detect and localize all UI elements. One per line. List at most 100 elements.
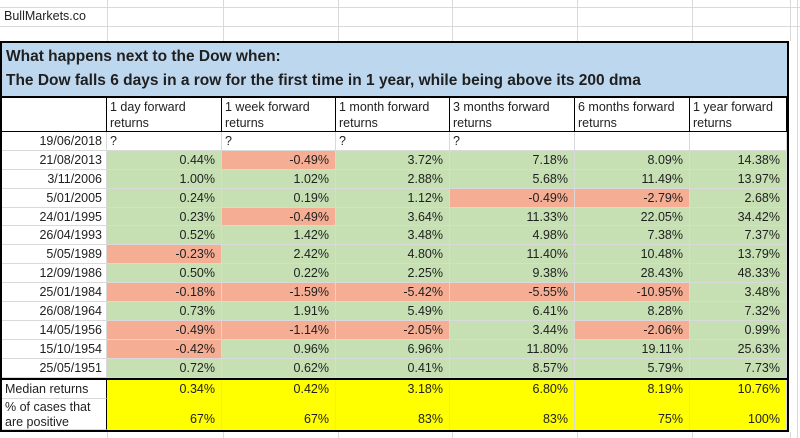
value-cell[interactable]: 13.97% <box>690 169 787 189</box>
value-cell[interactable]: 2.88% <box>336 169 450 189</box>
summary-label[interactable]: Median returns <box>2 379 107 399</box>
value-cell[interactable]: 7.38% <box>575 226 690 246</box>
value-cell[interactable]: 7.37% <box>690 226 787 246</box>
value-cell[interactable]: 5.68% <box>450 169 575 189</box>
value-cell[interactable]: 22.05% <box>575 207 690 227</box>
value-cell[interactable]: 8.09% <box>575 150 690 170</box>
value-cell[interactable]: -0.49% <box>222 207 336 227</box>
value-cell[interactable]: 1.12% <box>336 188 450 208</box>
value-cell[interactable]: 1.02% <box>222 169 336 189</box>
value-cell[interactable]: 0.62% <box>222 358 336 378</box>
value-cell[interactable]: 28.43% <box>575 264 690 284</box>
date-cell[interactable]: 5/05/1989 <box>2 245 107 265</box>
summary-value-cell[interactable]: 83% <box>450 398 575 430</box>
column-header[interactable]: 1 week forward returns <box>222 98 336 132</box>
value-cell[interactable]: 6.96% <box>336 339 450 359</box>
date-cell[interactable]: 24/01/1995 <box>2 207 107 227</box>
value-cell[interactable]: 0.99% <box>690 320 787 340</box>
value-cell[interactable]: 4.98% <box>450 226 575 246</box>
value-cell[interactable]: 5.49% <box>336 302 450 321</box>
value-cell[interactable]: -1.14% <box>222 320 336 340</box>
value-cell[interactable]: -0.23% <box>107 245 222 265</box>
date-cell[interactable]: 14/05/1956 <box>2 320 107 340</box>
value-cell[interactable]: 2.42% <box>222 245 336 265</box>
value-cell[interactable]: 0.44% <box>107 150 222 170</box>
value-cell[interactable]: -10.95% <box>575 283 690 303</box>
value-cell[interactable]: 0.19% <box>222 188 336 208</box>
value-cell[interactable]: 0.41% <box>336 358 450 378</box>
brand-label[interactable]: BullMarkets.co <box>4 9 86 23</box>
value-cell[interactable]: 14.38% <box>690 150 787 170</box>
value-cell[interactable]: 8.57% <box>450 358 575 378</box>
value-cell[interactable]: 1.91% <box>222 302 336 321</box>
value-cell[interactable]: 0.22% <box>222 264 336 284</box>
value-cell[interactable]: 11.33% <box>450 207 575 227</box>
value-cell[interactable]: 4.80% <box>336 245 450 265</box>
value-cell[interactable]: 19.11% <box>575 339 690 359</box>
value-cell[interactable]: -0.49% <box>222 150 336 170</box>
summary-value-cell[interactable]: 3.18% <box>336 379 450 399</box>
value-cell[interactable]: 0.96% <box>222 339 336 359</box>
value-cell[interactable]: -0.49% <box>450 188 575 208</box>
column-header[interactable]: 3 months forward returns <box>450 98 575 132</box>
value-cell[interactable]: 2.25% <box>336 264 450 284</box>
value-cell[interactable]: 0.52% <box>107 226 222 246</box>
value-cell[interactable]: -5.42% <box>336 283 450 303</box>
value-cell[interactable]: 8.28% <box>575 302 690 321</box>
value-cell[interactable]: 11.40% <box>450 245 575 265</box>
date-cell[interactable]: 26/04/1993 <box>2 226 107 246</box>
date-cell[interactable]: 26/08/1964 <box>2 302 107 321</box>
value-cell[interactable]: 3.64% <box>336 207 450 227</box>
value-cell[interactable]: ? <box>336 132 450 151</box>
value-cell[interactable]: 7.73% <box>690 358 787 378</box>
value-cell[interactable]: 11.49% <box>575 169 690 189</box>
value-cell[interactable]: ? <box>107 132 222 151</box>
value-cell[interactable]: 13.79% <box>690 245 787 265</box>
summary-value-cell[interactable]: 83% <box>336 398 450 430</box>
value-cell[interactable]: 0.50% <box>107 264 222 284</box>
date-cell[interactable]: 12/09/1986 <box>2 264 107 284</box>
value-cell[interactable]: -0.18% <box>107 283 222 303</box>
value-cell[interactable]: 25.63% <box>690 339 787 359</box>
value-cell[interactable]: -0.42% <box>107 339 222 359</box>
date-cell[interactable]: 15/10/1954 <box>2 339 107 359</box>
value-cell[interactable]: -2.06% <box>575 320 690 340</box>
column-header[interactable]: 1 month forward returns <box>336 98 450 132</box>
value-cell[interactable]: -2.79% <box>575 188 690 208</box>
value-cell[interactable]: 48.33% <box>690 264 787 284</box>
value-cell[interactable]: 2.68% <box>690 188 787 208</box>
summary-value-cell[interactable]: 67% <box>222 398 336 430</box>
column-header[interactable]: 1 day forward returns <box>107 98 222 132</box>
date-cell[interactable]: 3/11/2006 <box>2 169 107 189</box>
date-cell[interactable]: 25/01/1984 <box>2 283 107 303</box>
value-cell[interactable]: 0.72% <box>107 358 222 378</box>
date-cell[interactable]: 21/08/2013 <box>2 150 107 170</box>
value-cell[interactable]: 5.79% <box>575 358 690 378</box>
summary-label[interactable]: % of cases that are positive <box>2 398 107 430</box>
summary-value-cell[interactable]: 0.42% <box>222 379 336 399</box>
corner-cell[interactable] <box>2 98 107 132</box>
value-cell[interactable]: 3.44% <box>450 320 575 340</box>
value-cell[interactable] <box>575 132 690 151</box>
summary-value-cell[interactable]: 75% <box>575 398 690 430</box>
value-cell[interactable]: 9.38% <box>450 264 575 284</box>
summary-value-cell[interactable]: 10.76% <box>690 379 787 399</box>
value-cell[interactable]: 3.48% <box>336 226 450 246</box>
date-cell[interactable]: 19/06/2018 <box>2 132 107 151</box>
summary-value-cell[interactable]: 6.80% <box>450 379 575 399</box>
summary-value-cell[interactable]: 100% <box>690 398 787 430</box>
value-cell[interactable]: 10.48% <box>575 245 690 265</box>
value-cell[interactable]: 3.48% <box>690 283 787 303</box>
value-cell[interactable]: 3.72% <box>336 150 450 170</box>
value-cell[interactable]: -1.59% <box>222 283 336 303</box>
column-header[interactable]: 6 months forward returns <box>575 98 690 132</box>
value-cell[interactable]: 1.00% <box>107 169 222 189</box>
value-cell[interactable]: 0.23% <box>107 207 222 227</box>
date-cell[interactable]: 25/05/1951 <box>2 358 107 378</box>
summary-value-cell[interactable]: 8.19% <box>575 379 690 399</box>
column-header[interactable]: 1 year forward returns <box>690 98 787 132</box>
value-cell[interactable]: ? <box>450 132 575 151</box>
summary-value-cell[interactable]: 67% <box>107 398 222 430</box>
date-cell[interactable]: 5/01/2005 <box>2 188 107 208</box>
value-cell[interactable]: 7.32% <box>690 302 787 321</box>
